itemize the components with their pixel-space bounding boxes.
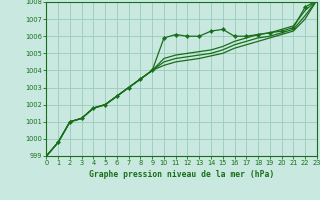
X-axis label: Graphe pression niveau de la mer (hPa): Graphe pression niveau de la mer (hPa) [89,170,274,179]
